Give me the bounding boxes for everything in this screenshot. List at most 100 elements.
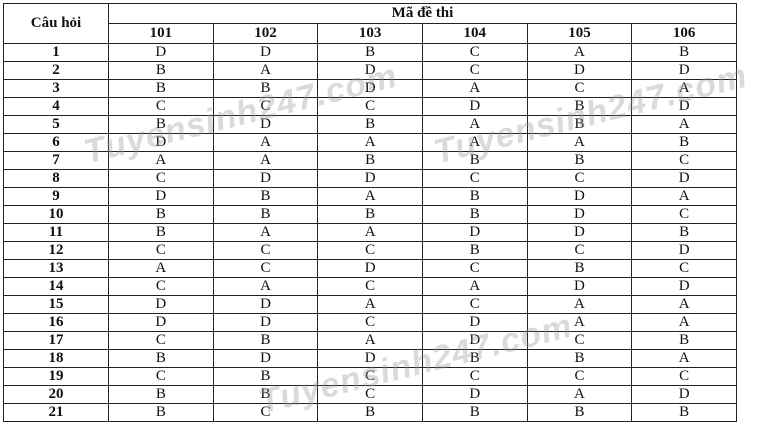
table-row: 19 C B C C C C: [3, 367, 737, 386]
answer-cell: C: [212, 241, 319, 260]
answer-cell: B: [421, 349, 528, 368]
answer-cell: C: [212, 403, 319, 422]
answer-cell: A: [631, 187, 737, 206]
answer-cell: C: [317, 97, 423, 116]
question-number: 13: [3, 259, 109, 278]
answer-cell: B: [631, 223, 737, 242]
answer-cell: D: [317, 61, 423, 80]
answer-cell: D: [212, 295, 319, 314]
answer-cell: B: [421, 187, 528, 206]
answer-cell: C: [317, 313, 423, 332]
answer-cell: A: [421, 115, 528, 134]
answer-cell: D: [212, 169, 319, 188]
answer-cell: D: [631, 241, 737, 260]
answer-cell: D: [108, 187, 214, 206]
answer-cell: C: [421, 61, 528, 80]
question-number: 21: [3, 403, 109, 422]
answer-cell: B: [421, 403, 528, 422]
answer-cell: C: [421, 259, 528, 278]
answer-cell: B: [108, 79, 214, 98]
answer-cell: D: [317, 79, 423, 98]
answer-cell: A: [317, 187, 423, 206]
question-number: 20: [3, 385, 109, 404]
answer-cell: C: [421, 43, 528, 62]
question-number: 10: [3, 205, 109, 224]
answer-cell: D: [631, 277, 737, 296]
answer-cell: D: [317, 349, 423, 368]
answer-cell: B: [421, 241, 528, 260]
exam-code-101: 101: [108, 23, 214, 44]
answer-cell: A: [631, 313, 737, 332]
answer-cell: D: [421, 223, 528, 242]
question-number: 18: [3, 349, 109, 368]
question-number: 9: [3, 187, 109, 206]
answer-cell: B: [212, 367, 319, 386]
answer-cell: C: [317, 367, 423, 386]
answer-cell: C: [108, 331, 214, 350]
answer-cell: B: [526, 97, 633, 116]
answer-cell: B: [526, 115, 633, 134]
answer-cell: D: [526, 277, 633, 296]
answer-cell: C: [526, 79, 633, 98]
answer-cell: C: [631, 151, 737, 170]
answer-cell: B: [421, 205, 528, 224]
table-row: 18 B D D B B A: [3, 349, 737, 368]
exam-code-106: 106: [631, 23, 737, 44]
answer-cell: C: [317, 277, 423, 296]
answer-cell: D: [526, 223, 633, 242]
answer-cell: A: [631, 349, 737, 368]
answer-cell: A: [526, 133, 633, 152]
answer-cell: B: [526, 259, 633, 278]
question-number: 8: [3, 169, 109, 188]
table-row: 17 C B A D C B: [3, 331, 737, 350]
answer-cell: C: [108, 97, 214, 116]
answer-cell: C: [526, 331, 633, 350]
answer-cell: A: [317, 331, 423, 350]
answer-cell: C: [631, 205, 737, 224]
answer-cell: B: [212, 79, 319, 98]
answer-cell: C: [526, 169, 633, 188]
answer-cell: C: [421, 295, 528, 314]
answer-cell: D: [317, 169, 423, 188]
exam-code-102: 102: [212, 23, 319, 44]
answer-cell: A: [212, 61, 319, 80]
question-number: 14: [3, 277, 109, 296]
answer-cell: D: [526, 61, 633, 80]
answer-cell: D: [108, 295, 214, 314]
exam-code-103: 103: [317, 23, 423, 44]
answer-cell: C: [108, 367, 214, 386]
answer-cell: A: [526, 385, 633, 404]
answer-cell: C: [317, 385, 423, 404]
answer-cell: D: [212, 43, 319, 62]
answer-cell: A: [631, 115, 737, 134]
question-number: 17: [3, 331, 109, 350]
question-number: 1: [3, 43, 109, 62]
answer-cell: D: [421, 313, 528, 332]
question-number: 5: [3, 115, 109, 134]
answer-cell: B: [317, 403, 423, 422]
question-number: 19: [3, 367, 109, 386]
answer-cell: A: [212, 277, 319, 296]
answer-cell: B: [108, 205, 214, 224]
answer-cell: B: [317, 43, 423, 62]
table-row: 13 A C D C B C: [3, 259, 737, 278]
answer-cell: B: [212, 385, 319, 404]
answer-cell: B: [212, 205, 319, 224]
answer-cell: D: [631, 97, 737, 116]
question-number: 15: [3, 295, 109, 314]
table-row: 12 C C C B C D: [3, 241, 737, 260]
answer-cell: D: [631, 169, 737, 188]
answer-cell: B: [631, 43, 737, 62]
answer-cell: B: [317, 151, 423, 170]
answer-cell: B: [317, 205, 423, 224]
answer-cell: B: [526, 403, 633, 422]
answer-cell: B: [526, 349, 633, 368]
answer-cell: B: [421, 151, 528, 170]
answer-cell: B: [631, 133, 737, 152]
answer-cell: B: [212, 331, 319, 350]
exam-code-104: 104: [421, 23, 528, 44]
